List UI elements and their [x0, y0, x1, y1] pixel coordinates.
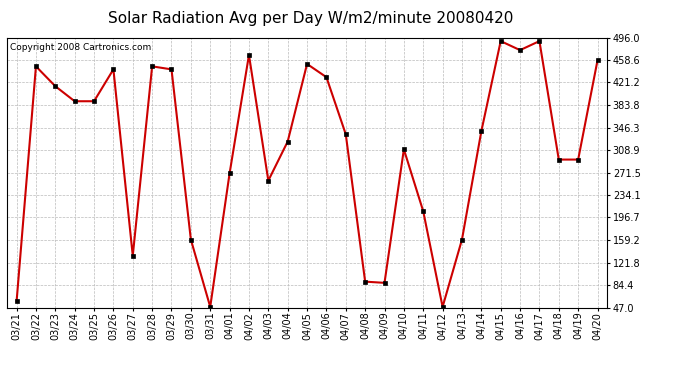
Text: Copyright 2008 Cartronics.com: Copyright 2008 Cartronics.com: [10, 43, 151, 52]
Text: Solar Radiation Avg per Day W/m2/minute 20080420: Solar Radiation Avg per Day W/m2/minute …: [108, 11, 513, 26]
